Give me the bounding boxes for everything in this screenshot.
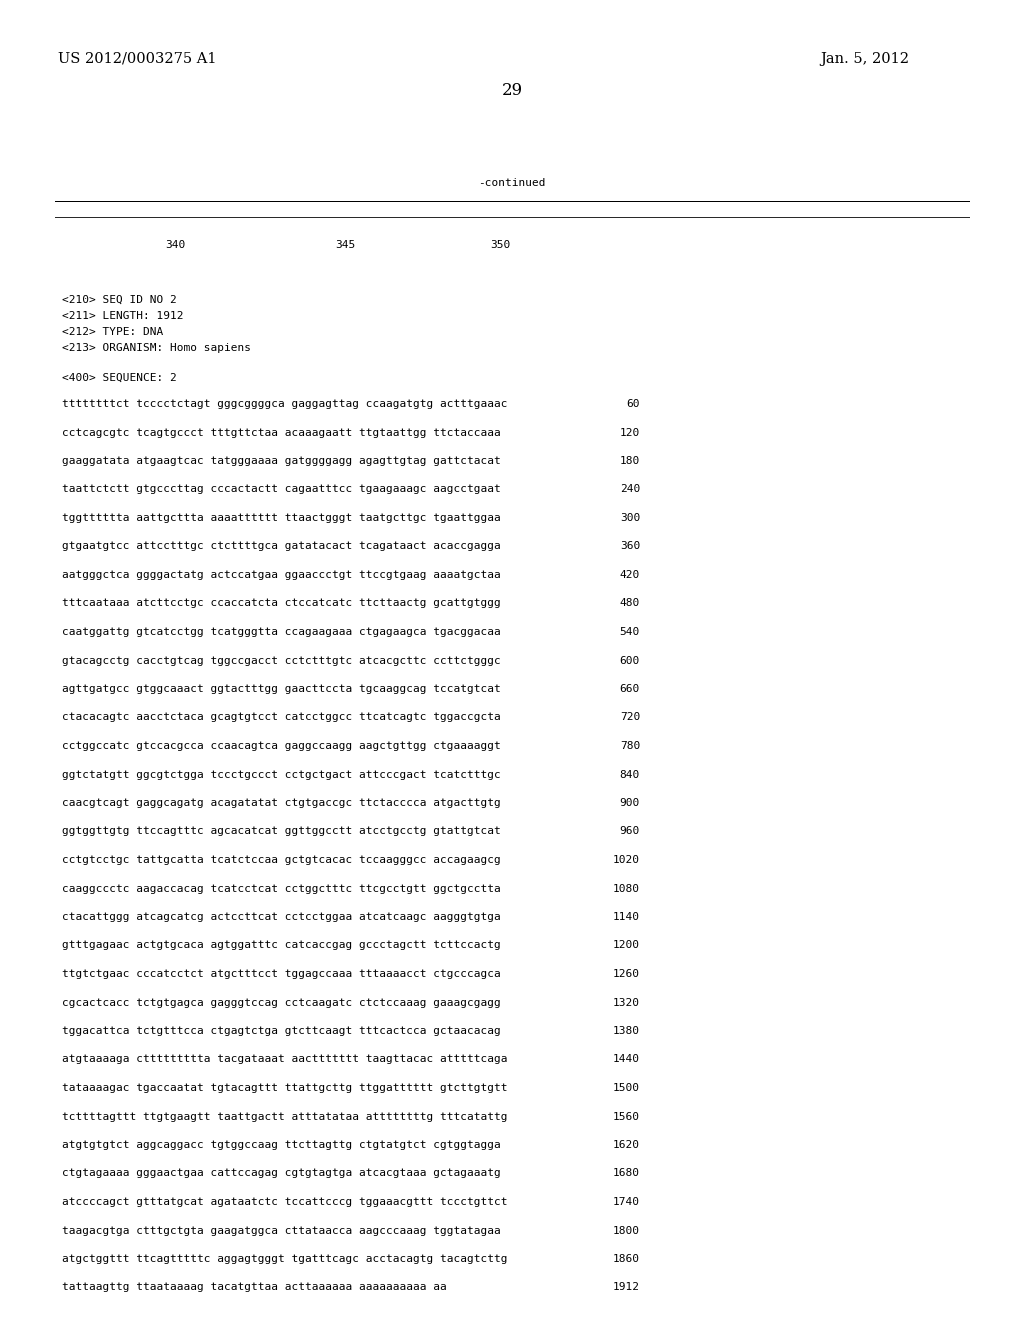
Text: 600: 600 (620, 656, 640, 665)
Text: gtttgagaac actgtgcaca agtggatttc catcaccgag gccctagctt tcttccactg: gtttgagaac actgtgcaca agtggatttc catcacc… (62, 940, 501, 950)
Text: tggtttttta aattgcttta aaaatttttt ttaactgggt taatgcttgc tgaattggaa: tggtttttta aattgcttta aaaatttttt ttaactg… (62, 513, 501, 523)
Text: caaggccctc aagaccacag tcatcctcat cctggctttc ttcgcctgtt ggctgcctta: caaggccctc aagaccacag tcatcctcat cctggct… (62, 883, 501, 894)
Text: 1020: 1020 (613, 855, 640, 865)
Text: atccccagct gtttatgcat agataatctc tccattcccg tggaaacgttt tccctgttct: atccccagct gtttatgcat agataatctc tccattc… (62, 1197, 508, 1206)
Text: ttttttttct tcccctctagt gggcggggca gaggagttag ccaagatgtg actttgaaac: ttttttttct tcccctctagt gggcggggca gaggag… (62, 399, 508, 409)
Text: 350: 350 (489, 240, 510, 249)
Text: 60: 60 (627, 399, 640, 409)
Text: <212> TYPE: DNA: <212> TYPE: DNA (62, 327, 163, 337)
Text: 1680: 1680 (613, 1168, 640, 1179)
Text: caacgtcagt gaggcagatg acagatatat ctgtgaccgc ttctacccca atgacttgtg: caacgtcagt gaggcagatg acagatatat ctgtgac… (62, 799, 501, 808)
Text: ctgtagaaaa gggaactgaa cattccagag cgtgtagtga atcacgtaaa gctagaaatg: ctgtagaaaa gggaactgaa cattccagag cgtgtag… (62, 1168, 501, 1179)
Text: 1740: 1740 (613, 1197, 640, 1206)
Text: 720: 720 (620, 713, 640, 722)
Text: 1800: 1800 (613, 1225, 640, 1236)
Text: 480: 480 (620, 598, 640, 609)
Text: ttgtctgaac cccatcctct atgctttcct tggagccaaa tttaaaacct ctgcccagca: ttgtctgaac cccatcctct atgctttcct tggagcc… (62, 969, 501, 979)
Text: 660: 660 (620, 684, 640, 694)
Text: taagacgtga ctttgctgta gaagatggca cttataacca aagcccaaag tggtatagaa: taagacgtga ctttgctgta gaagatggca cttataa… (62, 1225, 501, 1236)
Text: 1560: 1560 (613, 1111, 640, 1122)
Text: 1440: 1440 (613, 1055, 640, 1064)
Text: atgtgtgtct aggcaggacc tgtggccaag ttcttagttg ctgtatgtct cgtggtagga: atgtgtgtct aggcaggacc tgtggccaag ttcttag… (62, 1140, 501, 1150)
Text: 840: 840 (620, 770, 640, 780)
Text: 1620: 1620 (613, 1140, 640, 1150)
Text: ggtctatgtt ggcgtctgga tccctgccct cctgctgact attcccgact tcatctttgc: ggtctatgtt ggcgtctgga tccctgccct cctgctg… (62, 770, 501, 780)
Text: 1320: 1320 (613, 998, 640, 1007)
Text: 360: 360 (620, 541, 640, 552)
Text: 345: 345 (335, 240, 355, 249)
Text: cctggccatc gtccacgcca ccaacagtca gaggccaagg aagctgttgg ctgaaaaggt: cctggccatc gtccacgcca ccaacagtca gaggcca… (62, 741, 501, 751)
Text: 1140: 1140 (613, 912, 640, 921)
Text: cctcagcgtc tcagtgccct tttgttctaa acaaagaatt ttgtaattgg ttctaccaaa: cctcagcgtc tcagtgccct tttgttctaa acaaaga… (62, 428, 501, 437)
Text: 960: 960 (620, 826, 640, 837)
Text: -continued: -continued (478, 178, 546, 187)
Text: caatggattg gtcatcctgg tcatgggtta ccagaagaaa ctgagaagca tgacggacaa: caatggattg gtcatcctgg tcatgggtta ccagaag… (62, 627, 501, 638)
Text: tcttttagttt ttgtgaagtt taattgactt atttatataa attttttttg tttcatattg: tcttttagttt ttgtgaagtt taattgactt atttat… (62, 1111, 508, 1122)
Text: 1200: 1200 (613, 940, 640, 950)
Text: atgtaaaaga cttttttttta tacgataaat aacttttttt taagttacac atttttcaga: atgtaaaaga cttttttttta tacgataaat aacttt… (62, 1055, 508, 1064)
Text: 1912: 1912 (613, 1283, 640, 1292)
Text: US 2012/0003275 A1: US 2012/0003275 A1 (58, 51, 216, 66)
Text: gtacagcctg cacctgtcag tggccgacct cctctttgtc atcacgcttc ccttctgggc: gtacagcctg cacctgtcag tggccgacct cctcttt… (62, 656, 501, 665)
Text: <211> LENGTH: 1912: <211> LENGTH: 1912 (62, 312, 183, 321)
Text: 120: 120 (620, 428, 640, 437)
Text: taattctctt gtgcccttag cccactactt cagaatttcc tgaagaaagc aagcctgaat: taattctctt gtgcccttag cccactactt cagaatt… (62, 484, 501, 495)
Text: ggtggttgtg ttccagtttc agcacatcat ggttggcctt atcctgcctg gtattgtcat: ggtggttgtg ttccagtttc agcacatcat ggttggc… (62, 826, 501, 837)
Text: 340: 340 (165, 240, 185, 249)
Text: cgcactcacc tctgtgagca gagggtccag cctcaagatc ctctccaaag gaaagcgagg: cgcactcacc tctgtgagca gagggtccag cctcaag… (62, 998, 501, 1007)
Text: <210> SEQ ID NO 2: <210> SEQ ID NO 2 (62, 294, 177, 305)
Text: gtgaatgtcc attcctttgc ctcttttgca gatatacact tcagataact acaccgagga: gtgaatgtcc attcctttgc ctcttttgca gatatac… (62, 541, 501, 552)
Text: ctacattggg atcagcatcg actccttcat cctcctggaa atcatcaagc aagggtgtga: ctacattggg atcagcatcg actccttcat cctcctg… (62, 912, 501, 921)
Text: 1260: 1260 (613, 969, 640, 979)
Text: 420: 420 (620, 570, 640, 579)
Text: gaaggatata atgaagtcac tatgggaaaa gatggggagg agagttgtag gattctacat: gaaggatata atgaagtcac tatgggaaaa gatgggg… (62, 455, 501, 466)
Text: 900: 900 (620, 799, 640, 808)
Text: 780: 780 (620, 741, 640, 751)
Text: <400> SEQUENCE: 2: <400> SEQUENCE: 2 (62, 374, 177, 383)
Text: 29: 29 (502, 82, 522, 99)
Text: agttgatgcc gtggcaaact ggtactttgg gaacttccta tgcaaggcag tccatgtcat: agttgatgcc gtggcaaact ggtactttgg gaacttc… (62, 684, 501, 694)
Text: aatgggctca ggggactatg actccatgaa ggaaccctgt ttccgtgaag aaaatgctaa: aatgggctca ggggactatg actccatgaa ggaaccc… (62, 570, 501, 579)
Text: 1080: 1080 (613, 883, 640, 894)
Text: 240: 240 (620, 484, 640, 495)
Text: tggacattca tctgtttcca ctgagtctga gtcttcaagt tttcactcca gctaacacag: tggacattca tctgtttcca ctgagtctga gtcttca… (62, 1026, 501, 1036)
Text: atgctggttt ttcagtttttc aggagtgggt tgatttcagc acctacagtg tacagtcttg: atgctggttt ttcagtttttc aggagtgggt tgattt… (62, 1254, 508, 1265)
Text: 540: 540 (620, 627, 640, 638)
Text: 1500: 1500 (613, 1082, 640, 1093)
Text: cctgtcctgc tattgcatta tcatctccaa gctgtcacac tccaagggcc accagaagcg: cctgtcctgc tattgcatta tcatctccaa gctgtca… (62, 855, 501, 865)
Text: ctacacagtc aacctctaca gcagtgtcct catcctggcc ttcatcagtc tggaccgcta: ctacacagtc aacctctaca gcagtgtcct catcctg… (62, 713, 501, 722)
Text: Jan. 5, 2012: Jan. 5, 2012 (820, 51, 909, 66)
Text: tttcaataaa atcttcctgc ccaccatcta ctccatcatc ttcttaactg gcattgtggg: tttcaataaa atcttcctgc ccaccatcta ctccatc… (62, 598, 501, 609)
Text: tataaaagac tgaccaatat tgtacagttt ttattgcttg ttggatttttt gtcttgtgtt: tataaaagac tgaccaatat tgtacagttt ttattgc… (62, 1082, 508, 1093)
Text: 180: 180 (620, 455, 640, 466)
Text: 300: 300 (620, 513, 640, 523)
Text: 1380: 1380 (613, 1026, 640, 1036)
Text: <213> ORGANISM: Homo sapiens: <213> ORGANISM: Homo sapiens (62, 343, 251, 352)
Text: 1860: 1860 (613, 1254, 640, 1265)
Text: tattaagttg ttaataaaag tacatgttaa acttaaaaaa aaaaaaaaaa aa: tattaagttg ttaataaaag tacatgttaa acttaaa… (62, 1283, 446, 1292)
